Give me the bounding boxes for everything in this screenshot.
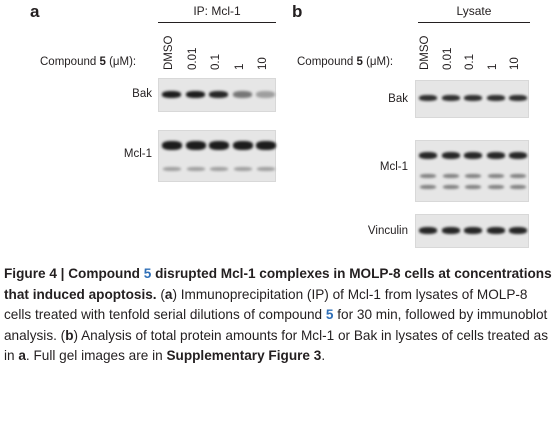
band-a-mcl1 xyxy=(185,141,206,150)
band-b-mcl1-lower-2 xyxy=(420,185,436,189)
band-a-mcl1 xyxy=(162,141,182,150)
panel-b-group-label: Lysate xyxy=(456,4,492,18)
band-b-vinculin xyxy=(441,227,460,234)
band-b-bak xyxy=(509,95,527,101)
band-b-mcl1-lower-2 xyxy=(510,185,526,189)
band-b-mcl1-lower-2 xyxy=(487,185,504,189)
panel-a-lane-label: 10 xyxy=(257,57,269,70)
panel-a-lane-label: 1 xyxy=(233,63,246,70)
panel-a-blot-label-bak: Bak xyxy=(132,88,152,100)
band-b-vinculin xyxy=(486,227,505,234)
panel-b-blot-label-mcl1: Mcl-1 xyxy=(379,161,408,173)
panel-b-blot-vinculin xyxy=(415,214,529,248)
panel-b-group-line xyxy=(418,22,530,23)
panel-a-group-line xyxy=(158,22,276,23)
band-b-mcl1 xyxy=(486,152,505,159)
band-a-mcl1-lower xyxy=(257,167,275,171)
band-a-bak xyxy=(232,91,252,98)
caption-supp-ref: Supplementary Figure 3 xyxy=(166,348,322,363)
band-a-mcl1 xyxy=(256,141,276,150)
caption-a-ref: a xyxy=(18,348,26,363)
band-b-mcl1-lower-1 xyxy=(465,174,481,178)
panel-b-lane-label: DMSO xyxy=(419,35,431,71)
panel-b-lane-label: 0.01 xyxy=(441,47,454,70)
band-b-vinculin xyxy=(464,227,482,234)
band-a-bak xyxy=(209,91,228,98)
panel-a-blot-bak xyxy=(158,78,276,112)
panel-a-group-label: IP: Mcl-1 xyxy=(193,4,241,18)
band-b-mcl1-lower-1 xyxy=(420,174,436,178)
panel-a-letter: a xyxy=(30,2,40,21)
caption-fig-label: Figure 4 | Compound xyxy=(4,266,144,281)
band-a-mcl1-lower xyxy=(186,167,205,171)
band-b-bak xyxy=(464,95,482,101)
band-b-vinculin xyxy=(419,227,437,234)
band-a-bak xyxy=(256,91,275,98)
caption-a-letter: a xyxy=(164,286,173,302)
panel-a-blot-mcl1 xyxy=(158,130,276,182)
panel-b-lane-label: 1 xyxy=(486,63,499,70)
panel-a-blot-label-mcl1: Mcl-1 xyxy=(123,148,152,160)
band-a-mcl1 xyxy=(232,141,253,150)
band-b-bak xyxy=(486,95,505,101)
panel-b-blot-label-bak: Bak xyxy=(388,93,408,105)
panel-b-blot-label-vinculin: Vinculin xyxy=(367,225,408,237)
caption-title: disrupted Mcl-1 complexes in MOLP-8 cell… xyxy=(4,266,552,302)
band-a-bak xyxy=(185,91,205,98)
band-b-vinculin xyxy=(509,227,527,234)
panel-a-lane-label: 0.1 xyxy=(210,54,222,70)
figure-caption: Figure 4 | Compound 5 disrupted Mcl-1 co… xyxy=(4,266,552,364)
panel-b-blot-mcl1 xyxy=(415,140,529,202)
band-a-mcl1-lower xyxy=(163,167,181,171)
band-b-mcl1 xyxy=(441,152,460,159)
band-b-bak xyxy=(419,95,437,101)
band-a-mcl1-lower xyxy=(210,167,228,171)
caption-compound-num: 5 xyxy=(143,266,152,281)
band-b-mcl1 xyxy=(464,152,482,159)
panel-b-blot-bak xyxy=(415,80,529,118)
caption-a-text: ) Immunoprecipitation (IP) of Mcl-1 from… xyxy=(4,286,528,323)
band-a-bak xyxy=(162,91,181,98)
band-b-mcl1-lower-1 xyxy=(510,174,526,178)
panel-b-letter: b xyxy=(292,2,303,21)
band-b-mcl1-lower-2 xyxy=(465,185,481,189)
figure-4: a IP: Mcl-1 Compound 5 (μM): DMSO 0.01 0.1… xyxy=(30,2,530,248)
caption-compound-num-2: 5 xyxy=(325,307,334,322)
panel-b-lane-label: 0.1 xyxy=(464,54,476,70)
band-b-bak xyxy=(441,95,460,101)
band-a-mcl1 xyxy=(209,141,229,150)
panel-a-lane-label: DMSO xyxy=(163,35,175,71)
band-a-mcl1-lower xyxy=(233,167,252,171)
caption-b-letter: b xyxy=(65,327,74,343)
band-b-mcl1-lower-2 xyxy=(442,185,459,189)
panel-b-compound-label: Compound 5 (μM): xyxy=(297,56,394,68)
band-b-mcl1 xyxy=(509,152,527,159)
panel-b-lane-label: 10 xyxy=(509,57,521,70)
caption-b-text: ) Analysis of total protein amounts for … xyxy=(4,327,548,364)
panel-a-compound-label: Compound 5 (μM): xyxy=(40,56,137,68)
band-b-mcl1-lower-1 xyxy=(487,174,504,178)
panel-a-lane-label: 0.01 xyxy=(186,47,199,70)
band-b-mcl1-lower-1 xyxy=(442,174,459,178)
band-b-mcl1 xyxy=(419,152,437,159)
